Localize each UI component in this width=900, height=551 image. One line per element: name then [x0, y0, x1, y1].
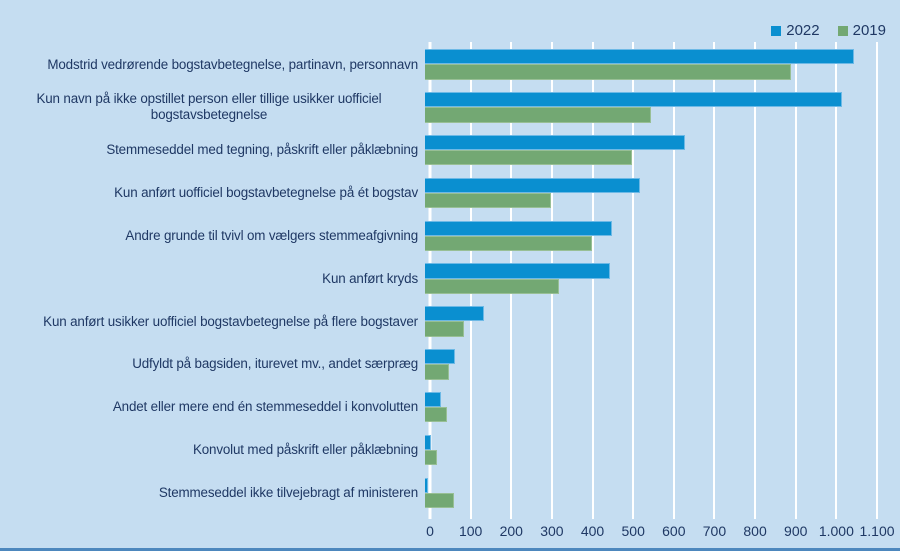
bar-2022: [425, 220, 612, 236]
x-tick-label: 600: [662, 523, 686, 539]
category-label: Modstrid vedrørende bogstavbetegnelse, p…: [0, 43, 425, 86]
category-label: Stemmeseddel ikke tilvejebragt af minist…: [0, 471, 425, 514]
category-row: Udfyldt på bagsiden, iturevet mv., andet…: [0, 343, 877, 386]
bar-2019: [425, 450, 438, 466]
category-label-text: Kun anført kryds: [322, 270, 418, 286]
gridline: [632, 42, 635, 519]
category-label-text: Andre grunde til tvivl om vælgers stemme…: [125, 227, 418, 243]
category-label-text: Kun anført uofficiel bogstavbetegnelse p…: [114, 185, 418, 201]
bar-2022: [425, 306, 484, 322]
chart-legend: 2022 2019: [771, 22, 886, 39]
figure-bottom-border: [0, 548, 900, 551]
x-tick-label: 800: [743, 523, 767, 539]
category-label-text: Kun navn på ikke opstillet person eller …: [36, 91, 382, 123]
bar-group: [425, 300, 872, 343]
gridline: [754, 42, 757, 519]
bar-2022: [425, 434, 432, 451]
category-label-text: Modstrid vedrørende bogstavbetegnelse, p…: [47, 56, 418, 72]
bar-group: [425, 471, 872, 514]
legend-label: 2022: [786, 22, 820, 39]
bar-group: [425, 129, 872, 172]
gridline: [876, 42, 878, 519]
bar-2019: [425, 150, 633, 166]
bar-group: [425, 214, 872, 257]
category-row: Kun anført usikker uofficiel bogstavbete…: [0, 300, 877, 343]
category-label-text: Stemmeseddel ikke tilvejebragt af minist…: [158, 484, 418, 500]
category-row: Kun anført kryds: [0, 257, 877, 300]
bar-2019: [425, 492, 455, 509]
category-label: Kun anført usikker uofficiel bogstavbete…: [0, 300, 425, 343]
x-tick-label: 400: [580, 523, 605, 539]
category-label-text: Udfyldt på bagsiden, iturevet mv., andet…: [132, 356, 418, 372]
bar-group: [425, 343, 872, 386]
legend-swatch-icon: [771, 25, 782, 36]
category-label: Kun anført kryds: [0, 257, 425, 300]
bar-group: [425, 86, 872, 129]
legend-item-2019: 2019: [837, 22, 886, 39]
category-row: Andet eller mere end én stemmeseddel i k…: [0, 386, 877, 429]
bar-2019: [425, 407, 448, 423]
legend-swatch-icon: [837, 25, 848, 36]
category-row: Konvolut med påskrift eller påklæbning: [0, 429, 877, 472]
bar-2019: [425, 64, 791, 80]
bar-group: [425, 257, 872, 300]
x-tick-label: 1.000: [818, 523, 854, 539]
category-label: Udfyldt på bagsiden, iturevet mv., andet…: [0, 343, 425, 386]
bar-2022: [425, 177, 641, 193]
gridline: [591, 42, 594, 519]
bar-2019: [425, 364, 450, 380]
x-tick-label: 200: [499, 523, 523, 539]
x-tick-label: 500: [621, 523, 645, 539]
legend-item-2022: 2022: [771, 22, 820, 39]
bar-2022: [425, 134, 686, 151]
category-row: Kun navn på ikke opstillet person eller …: [0, 86, 877, 129]
bar-2022: [425, 349, 456, 365]
category-label-text: Andet eller mere end én stemmeseddel i k…: [112, 399, 418, 415]
category-row: Stemmeseddel med tegning, påskrift eller…: [0, 129, 877, 172]
category-row: Modstrid vedrørende bogstavbetegnelse, p…: [0, 43, 877, 86]
bar-2019: [425, 278, 560, 294]
bar-2019: [425, 235, 592, 252]
bar-2019: [425, 321, 464, 337]
gridline: [672, 42, 675, 519]
bar-group: [425, 386, 872, 429]
category-label: Konvolut med påskrift eller påklæbning: [0, 429, 425, 472]
x-tick-label: 900: [784, 523, 808, 539]
category-label: Kun navn på ikke opstillet person eller …: [0, 86, 425, 129]
gridline: [794, 42, 797, 519]
bar-2019: [425, 107, 651, 123]
category-row: Kun anført uofficiel bogstavbetegnelse p…: [0, 172, 877, 215]
bar-group: [425, 172, 872, 215]
category-row: Stemmeseddel ikke tilvejebragt af minist…: [0, 471, 877, 514]
category-label: Stemmeseddel med tegning, påskrift eller…: [0, 129, 425, 172]
x-tick-label: 700: [702, 523, 727, 539]
category-label: Andre grunde til tvivl om vælgers stemme…: [0, 214, 425, 257]
bar-2019: [425, 192, 551, 209]
x-tick-label: 100: [458, 523, 483, 539]
gridline: [835, 42, 838, 519]
bar-group: [425, 43, 872, 86]
category-label: Andet eller mere end én stemmeseddel i k…: [0, 386, 425, 429]
category-row: Andre grunde til tvivl om vælgers stemme…: [0, 214, 877, 257]
x-tick-label: 1.100: [859, 523, 895, 539]
bar-2022: [425, 391, 442, 408]
category-label: Kun anført uofficiel bogstavbetegnelse p…: [0, 172, 425, 215]
bar-2022: [425, 49, 854, 65]
gridline: [713, 42, 716, 519]
category-label-text: Stemmeseddel med tegning, påskrift eller…: [106, 142, 418, 158]
bar-2022: [425, 91, 842, 108]
legend-label: 2019: [852, 22, 886, 39]
x-tick-label: 0: [426, 523, 434, 539]
bar-2022: [425, 477, 429, 493]
x-axis-tick-labels: 0 100 200 300 400 500 600 700 800 900 1.000 1.100: [426, 523, 894, 541]
category-label-text: Konvolut med påskrift eller påklæbning: [192, 442, 418, 458]
chart-rows: Modstrid vedrørende bogstavbetegnelse, p…: [0, 43, 877, 514]
x-tick-label: 300: [540, 523, 564, 539]
category-label-text: Kun anført usikker uofficiel bogstavbete…: [43, 313, 418, 329]
bar-group: [425, 429, 872, 472]
bar-2022: [425, 263, 610, 279]
